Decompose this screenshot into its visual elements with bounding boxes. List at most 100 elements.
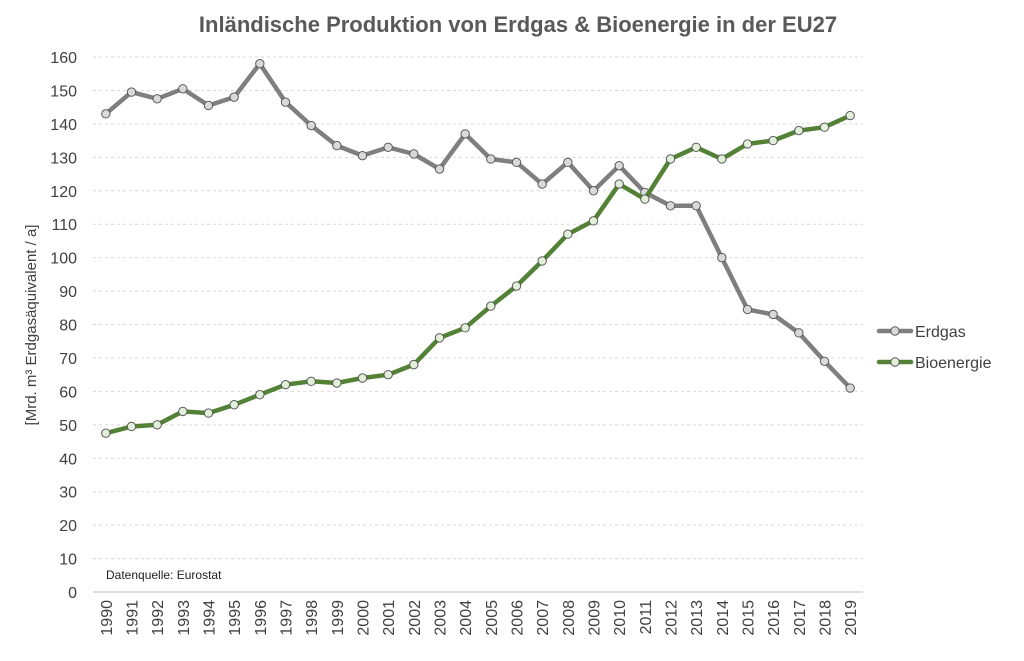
data-point (845, 383, 855, 393)
data-point (537, 256, 547, 266)
data-point (460, 323, 470, 333)
data-point (409, 359, 419, 370)
y-tick-label: 90 (59, 284, 77, 301)
data-point (383, 369, 393, 380)
x-tick-label: 2014 (715, 600, 732, 636)
data-point (691, 142, 701, 152)
chart-title: Inländische Produktion von Erdgas & Bioe… (199, 12, 837, 37)
y-tick-label: 110 (51, 217, 77, 234)
x-tick-label: 2010 (612, 600, 629, 636)
data-point (152, 94, 162, 104)
data-point (665, 201, 676, 211)
data-point (280, 379, 291, 390)
data-point (768, 309, 778, 320)
series-erdgas (101, 58, 855, 393)
y-tick-label: 10 (59, 552, 77, 569)
x-tick-label: 1996 (253, 600, 270, 636)
x-tick-label: 1991 (125, 600, 142, 636)
source-note: Datenquelle: Eurostat (106, 568, 222, 582)
data-point (332, 378, 342, 388)
x-tick-label: 1999 (330, 600, 347, 636)
series-layer (101, 58, 855, 438)
y-tick-label: 70 (59, 351, 77, 368)
data-point (126, 87, 137, 97)
legend-item: Erdgas (876, 324, 966, 341)
data-point (563, 157, 573, 168)
data-point (229, 92, 239, 102)
y-tick-label: 130 (50, 150, 77, 167)
x-tick-label: 2019 (843, 600, 860, 636)
x-tick-label: 2007 (535, 600, 552, 636)
x-tick-label: 1992 (150, 600, 167, 636)
data-point (280, 97, 291, 107)
x-tick-label: 1993 (176, 600, 193, 636)
y-tick-label: 60 (59, 384, 77, 401)
data-point (101, 109, 111, 119)
data-point (306, 376, 316, 387)
x-tick-label: 1990 (99, 600, 116, 636)
data-point (203, 408, 214, 418)
x-tick-label: 1998 (304, 600, 321, 636)
data-point (794, 328, 804, 338)
x-tick-label: 2006 (510, 600, 527, 636)
x-tick-label: 2011 (638, 600, 655, 635)
y-axis-label: [Mrd. m³ Erdgasäquivalent / a] (23, 225, 40, 426)
data-point (614, 160, 624, 171)
data-point (255, 390, 265, 400)
legend-label: Erdgas (915, 324, 966, 341)
data-point (588, 186, 599, 196)
y-tick-label: 160 (50, 50, 77, 67)
data-point (486, 301, 496, 311)
data-point (434, 333, 445, 343)
x-tick-label: 2008 (561, 600, 578, 636)
legend: Erdgas Bioenergie (876, 324, 992, 372)
data-point (383, 142, 393, 152)
x-tick-label: 2012 (664, 600, 681, 636)
gridlines (93, 56, 863, 560)
x-tick-label: 2003 (433, 600, 450, 636)
y-tick-label: 150 (50, 83, 77, 100)
legend-marker (890, 326, 900, 336)
data-point (357, 373, 368, 383)
x-tick-label: 2018 (818, 600, 835, 636)
data-point (332, 140, 342, 151)
x-tick-label: 2005 (484, 600, 501, 636)
x-tick-label: 1994 (202, 600, 219, 636)
series-line (103, 113, 853, 436)
data-point (409, 149, 419, 159)
data-point (203, 100, 214, 111)
legend-label: Bioenergie (915, 355, 992, 372)
x-tick-label: 2017 (792, 600, 809, 636)
data-point (794, 125, 804, 136)
data-point (742, 304, 753, 315)
data-point (537, 179, 547, 189)
data-point (229, 400, 239, 410)
data-point (460, 129, 470, 139)
data-point (178, 406, 188, 417)
x-tick-label: 2001 (381, 600, 398, 636)
data-point (255, 58, 265, 69)
x-tick-label: 2000 (356, 600, 373, 636)
data-point (691, 201, 701, 211)
data-point (486, 154, 496, 164)
data-point (563, 229, 573, 239)
data-point (152, 420, 162, 430)
data-point (306, 120, 316, 131)
data-point (588, 216, 599, 226)
y-tick-label: 40 (59, 451, 77, 468)
y-tick-label: 20 (59, 518, 77, 535)
data-point (742, 139, 753, 149)
data-point (640, 194, 650, 204)
y-tick-label: 140 (50, 117, 77, 134)
x-tick-label: 2002 (407, 600, 424, 636)
data-point (434, 164, 445, 174)
y-tick-label: 120 (50, 184, 77, 201)
data-point (665, 154, 676, 164)
y-tick-label: 80 (59, 318, 77, 335)
data-point (614, 179, 624, 189)
x-tick-label: 2009 (587, 600, 604, 636)
data-point (845, 110, 855, 121)
data-point (717, 154, 727, 164)
data-point (126, 421, 137, 432)
series-bioenergie (101, 110, 855, 438)
